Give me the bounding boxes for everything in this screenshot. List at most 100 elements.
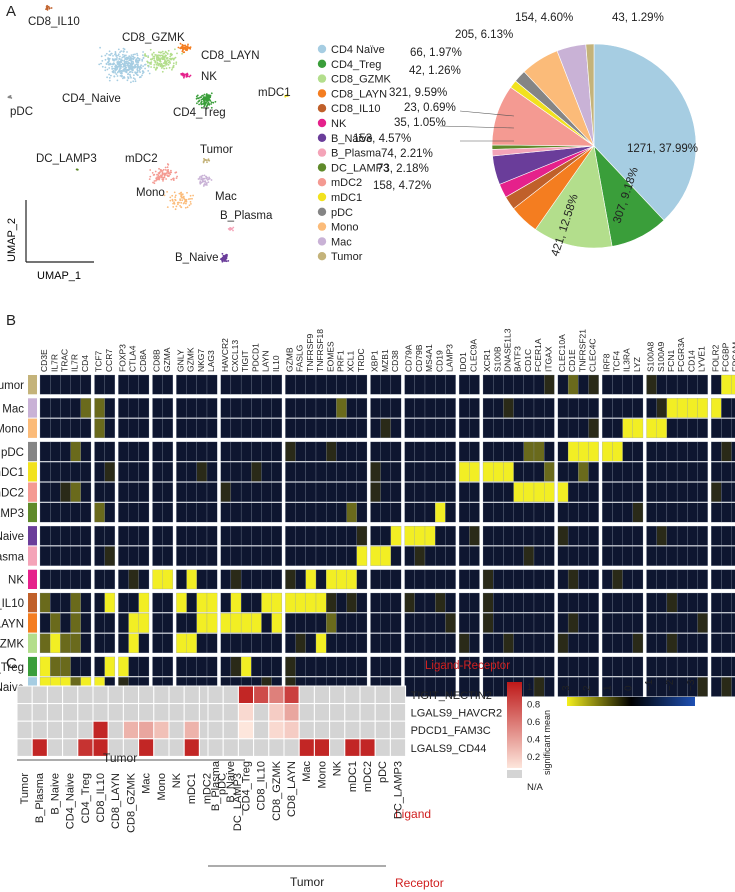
umap-point [125,66,128,69]
heatmap-cell [666,569,678,590]
lr-left-column-label: Tumor [19,773,31,805]
umap-point [114,70,116,72]
umap-point [172,202,175,205]
heatmap-cell [666,482,678,502]
heatmap-cell [356,656,368,677]
heatmap-cell [128,546,139,566]
heatmap-cell [666,418,678,439]
umap-point [141,58,144,61]
heatmap-cell [666,441,678,462]
heatmap-cell [523,592,535,613]
heatmap-cell [469,546,480,566]
heatmap-cell [414,546,426,566]
heatmap-gene-label: CD8A [138,349,148,372]
umap-point [201,94,204,97]
heatmap-cell [94,525,105,546]
heatmap-cell [414,418,426,439]
umap-point [174,208,177,211]
heatmap-cell [697,592,708,613]
heatmap-cell [666,656,678,677]
umap-point [108,79,111,82]
heatmap-cell [404,569,415,590]
heatmap-cell [261,525,272,546]
umap-point [158,176,161,178]
lr-cell [329,720,346,740]
heatmap-cell [94,592,105,613]
heatmap-gene-label: CLEC10A [557,334,567,372]
heatmap-cell [414,462,426,482]
heatmap-cell [336,592,347,613]
umap-point [167,49,170,52]
heatmap-cell [370,633,381,654]
umap-point [155,179,157,182]
heatmap-cell [523,374,535,395]
umap-point [183,197,185,199]
lr-cell [46,685,64,705]
pie-slice-label: 73, 2.18% [377,163,429,175]
umap-point [126,60,128,63]
umap-point [125,62,128,65]
heatmap-cell [305,462,317,482]
heatmap-cell [240,656,252,677]
heatmap-cell [380,441,392,462]
heatmap-cell [656,418,668,439]
legend-label: DC_LAMP3 [331,162,389,174]
heatmap-cell [513,482,524,502]
umap-point [219,258,222,260]
umap-point [134,80,137,83]
heatmap-cell [687,525,698,546]
heatmap-cell [458,462,470,482]
lr-right-column-label: NK [332,760,344,776]
umap-point [203,159,206,162]
umap-point [170,54,173,56]
heatmap-cell [612,613,623,633]
pie-slice-label: 66, 1.97% [410,47,462,59]
umap-point [114,67,117,70]
umap-cluster-label: Tumor [200,144,233,156]
heatmap-cell [162,502,174,523]
heatmap-gene-label: TRAC [60,349,70,372]
umap-point [76,168,78,171]
heatmap-cell [251,418,262,439]
umap-point [135,63,138,66]
umap-point [191,197,193,200]
heatmap-cell [731,677,735,697]
heatmap-cell [493,613,504,633]
legend-swatch [317,207,327,216]
heatmap-row-label: B_Plasma [0,551,25,563]
umap-point [205,159,207,161]
heatmap-cell [104,462,116,482]
heatmap-cell [305,546,317,566]
heatmap-cell [94,482,105,502]
heatmap-cell [404,613,415,633]
lr-cell [389,720,407,740]
umap-point [178,192,181,195]
heatmap-cell [676,462,688,482]
heatmap-cell [612,569,623,590]
umap-cluster-points [227,226,235,232]
lr-left-column-label: CD8_LAYN [110,773,122,829]
heatmap-cell [356,374,368,395]
heatmap-cell [612,633,623,654]
heatmap-cell [305,482,317,502]
umap-point [189,201,192,203]
umap-point [186,72,189,75]
heatmap-cell [356,441,368,462]
umap-point [210,92,213,95]
umap-point [182,51,185,54]
umap-point [126,51,128,53]
umap-point [206,161,208,164]
heatmap-cell [230,613,242,633]
heatmap-cell [295,546,306,566]
heatmap-cell [622,462,633,482]
heatmap-cell [578,546,589,566]
panel-label-a: A [6,3,16,20]
umap-point [168,172,171,175]
heatmap-cell [152,525,163,546]
heatmap-cell [80,398,92,418]
heatmap-cell [220,502,232,523]
heatmap-cell [240,613,252,633]
heatmap-cell [493,569,504,590]
heatmap-cell [523,525,535,546]
umap-point [108,57,111,60]
